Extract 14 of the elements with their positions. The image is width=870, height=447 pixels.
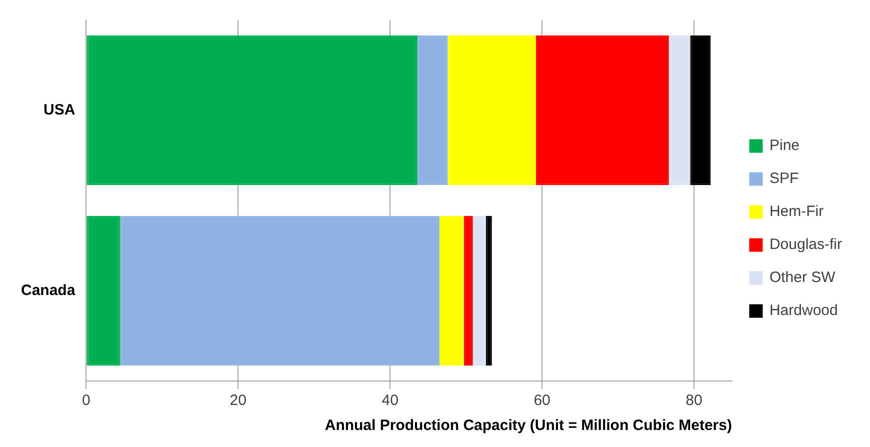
x-tick-label: 0	[82, 392, 90, 410]
legend-label: Hem-Fir	[769, 203, 824, 220]
y-tick-label: USA	[44, 101, 76, 118]
x-tick-label: 40	[382, 392, 398, 410]
legend-label: Other SW	[769, 269, 836, 286]
legend-label: Pine	[769, 137, 800, 154]
x-axis-title: Annual Production Capacity (Unit = Million Cubic Meters)	[324, 417, 732, 434]
y-tick-label: Canada	[20, 282, 76, 299]
x-tick-label: 80	[686, 392, 702, 410]
legend-label: Hardwood	[769, 302, 838, 320]
legend-label: Douglas-fir	[769, 236, 842, 254]
x-tick-label: 20	[230, 392, 246, 410]
x-tick-label: 60	[534, 392, 550, 410]
legend-label: SPF	[769, 170, 799, 188]
